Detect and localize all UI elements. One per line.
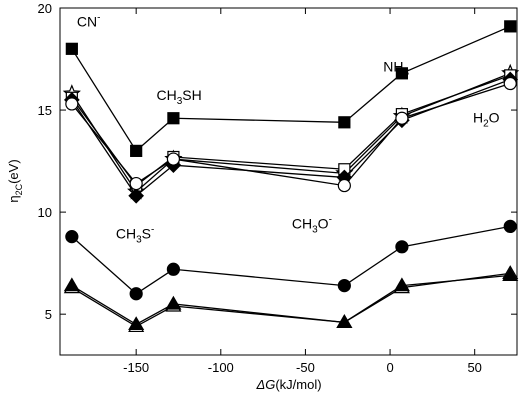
- point-filled-square: [65, 42, 78, 55]
- point-filled-triangle: [336, 314, 353, 328]
- point-filled-triangle: [393, 277, 410, 292]
- series-line: [71, 25, 511, 152]
- species-label: H2O: [473, 109, 500, 129]
- species-label: CH3S-: [116, 225, 154, 246]
- series-line: [71, 225, 511, 295]
- x-axis-title: ΔG(kJ/mol): [255, 377, 321, 392]
- y-tick-label: 20: [38, 1, 52, 16]
- series-line: [71, 272, 511, 328]
- point-filled-circle: [166, 262, 181, 276]
- series-open-square: [65, 69, 517, 192]
- series-layer: [62, 20, 519, 333]
- y-tick-label: 5: [45, 307, 52, 322]
- axis-ticks: -150 -100 -50 0 50 5 10 15 20: [38, 1, 517, 375]
- point-filled-circle: [395, 240, 409, 254]
- y-axis-title: η2C(eV): [6, 159, 24, 202]
- point-filled-square: [167, 112, 180, 125]
- point-filled-triangle: [165, 295, 182, 310]
- x-tick-label: -50: [296, 360, 315, 375]
- x-tick-label: -150: [123, 360, 149, 375]
- point-filled-square: [338, 116, 351, 129]
- species-label: CH3O-: [292, 214, 332, 235]
- x-tick-label: 50: [467, 360, 481, 375]
- point-filled-circle: [65, 230, 79, 244]
- series-filled-square: [65, 20, 517, 157]
- species-label: NH3: [383, 58, 409, 78]
- series-open-circle: [65, 76, 517, 193]
- point-filled-circle: [503, 219, 517, 234]
- annotation-layer: CN- CH3SH NH3 H2O CH3S- CH3O-: [77, 12, 500, 245]
- point-filled-triangle: [502, 267, 519, 281]
- species-label: CH3SH: [156, 87, 201, 107]
- point-open-circle: [503, 76, 517, 91]
- point-filled-triangle: [63, 277, 80, 292]
- species-label: CN-: [77, 12, 101, 29]
- point-open-circle: [166, 152, 181, 166]
- point-filled-square: [395, 67, 409, 80]
- series-line: [71, 72, 511, 193]
- point-filled-circle: [337, 279, 351, 293]
- series-line: [71, 82, 511, 187]
- point-open-circle: [337, 178, 351, 193]
- y-tick-label: 15: [38, 103, 52, 118]
- series-line: [71, 78, 511, 197]
- point-filled-triangle: [128, 316, 145, 330]
- series-filled-triangle: [63, 267, 519, 330]
- point-open-circle: [395, 111, 409, 125]
- y-tick-label: 10: [38, 205, 52, 220]
- point-filled-diamond: [128, 187, 145, 204]
- series-filled-circle: [65, 219, 517, 301]
- x-tick-label: -100: [208, 360, 234, 375]
- point-filled-square: [130, 144, 143, 157]
- point-open-circle: [65, 97, 79, 111]
- plot-frame: [59, 7, 518, 356]
- x-tick-label: 0: [386, 360, 393, 375]
- point-filled-square: [504, 20, 517, 33]
- point-filled-circle: [129, 287, 143, 301]
- point-open-circle: [129, 176, 143, 191]
- series-line: [71, 274, 511, 326]
